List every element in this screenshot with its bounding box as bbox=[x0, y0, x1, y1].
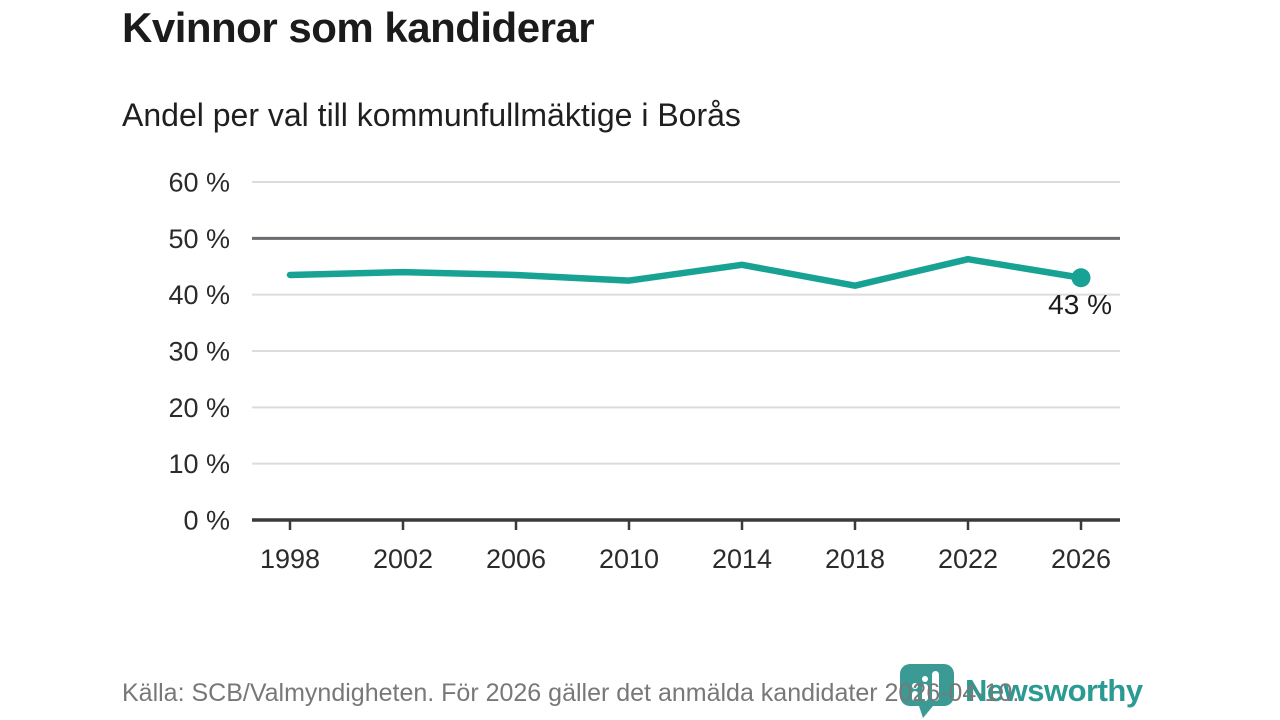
y-axis-label: 60 % bbox=[168, 168, 230, 198]
newsworthy-wordmark: Newsworthy bbox=[965, 673, 1143, 708]
newsworthy-logo: Newsworthy bbox=[898, 662, 1143, 720]
data-line bbox=[286, 255, 1085, 289]
x-axis-label: 2010 bbox=[599, 544, 659, 574]
y-axis-label: 20 % bbox=[168, 393, 230, 423]
y-axis-label: 10 % bbox=[168, 449, 230, 479]
x-axis-label: 1998 bbox=[260, 544, 320, 574]
x-axis-label: 2014 bbox=[712, 544, 772, 574]
x-axis-label: 2026 bbox=[1051, 544, 1111, 574]
end-value-label: 43 % bbox=[1048, 289, 1112, 320]
chart-title: Kvinnor som kandiderar bbox=[122, 4, 595, 51]
source-note: Källa: SCB/Valmyndigheten. För 2026 gäll… bbox=[122, 679, 1020, 707]
y-axis-label: 30 % bbox=[168, 337, 230, 367]
end-point-marker bbox=[1071, 268, 1091, 288]
y-axis-label: 40 % bbox=[168, 280, 230, 310]
y-axis-label: 50 % bbox=[168, 224, 230, 254]
x-axis-label: 2002 bbox=[373, 544, 433, 574]
chart-subtitle: Andel per val till kommunfullmäktige i B… bbox=[122, 97, 741, 133]
x-axis-label: 2022 bbox=[938, 544, 998, 574]
x-axis-label: 2018 bbox=[825, 544, 885, 574]
newsworthy-logo-icon bbox=[900, 664, 954, 718]
x-axis-label: 2006 bbox=[486, 544, 546, 574]
y-axis-label: 0 % bbox=[183, 506, 230, 536]
line-chart: 0 % 10 % 20 % 30 % 40 % 50 % 60 % 1998 2002 2006 2… bbox=[168, 168, 1120, 574]
